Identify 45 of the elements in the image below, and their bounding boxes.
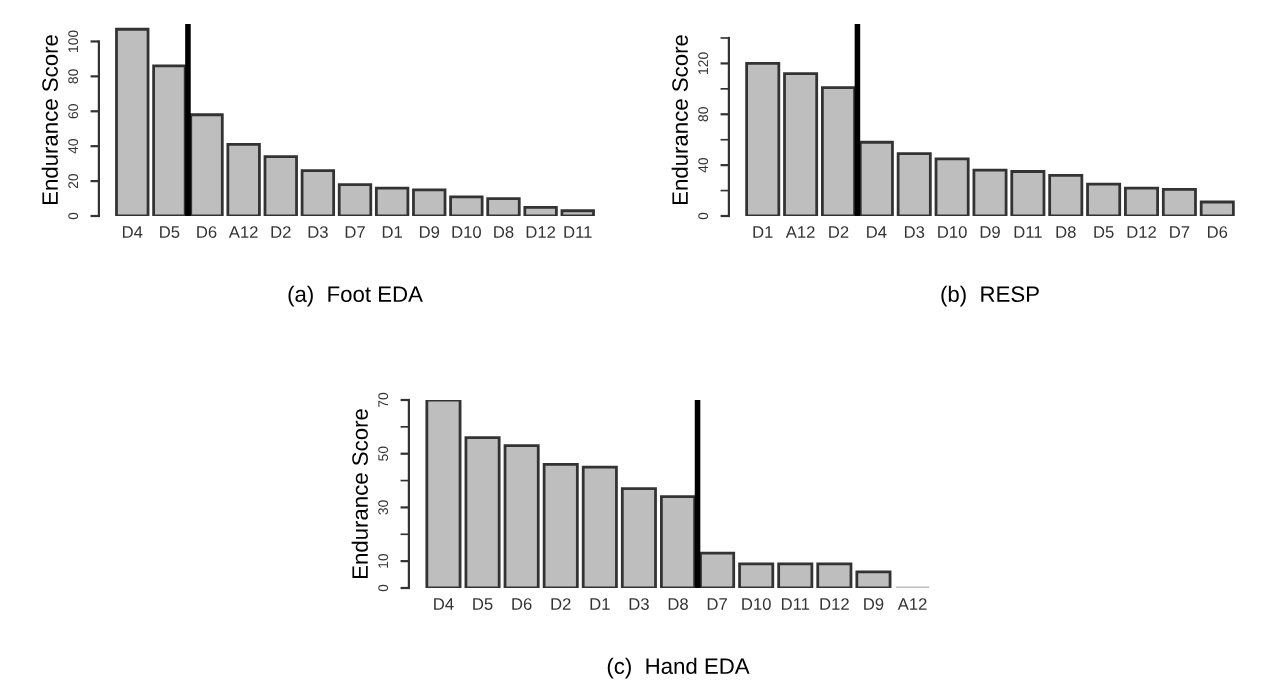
x-tick-label: D7: [707, 598, 727, 610]
x-tick-label: D5: [1094, 226, 1114, 238]
x-axis-title: (a) Foot EDA: [288, 285, 423, 307]
x-tick-label: D11: [564, 226, 592, 238]
x-tick-label: D1: [753, 226, 773, 238]
x-tick-label: D9: [980, 226, 1000, 238]
x-tick-label: D8: [668, 598, 688, 610]
x-tick-label: D12: [526, 226, 556, 238]
x-axis-title: (b) RESP: [941, 285, 1039, 307]
x-tick-label: A12: [785, 226, 815, 238]
x-tick-label: D10: [452, 226, 481, 238]
x-tick-label: D10: [742, 598, 771, 610]
x-tick-label: D8: [494, 226, 514, 238]
x-tick-label: D1: [382, 226, 402, 238]
x-axis-title: (c) Hand EDA: [607, 657, 750, 679]
y-axis-title: Endurance Score: [41, 35, 58, 205]
x-tick-label: D11: [1014, 226, 1042, 238]
x-tick-label: D9: [864, 598, 884, 610]
x-tick-label: D6: [512, 598, 532, 610]
y-axis-title: Endurance Score: [351, 409, 368, 579]
x-tick-label: D3: [308, 226, 328, 238]
x-tick-label: D8: [1056, 226, 1076, 238]
x-tick-label: D2: [829, 226, 849, 238]
x-tick-label: D7: [345, 226, 365, 238]
y-axis-title: Endurance Score: [671, 35, 688, 205]
x-tick-label: D12: [1127, 226, 1156, 238]
x-tick-label: D4: [434, 598, 454, 610]
x-tick-label: D1: [590, 598, 610, 610]
x-tick-label: D7: [1170, 226, 1190, 238]
x-tick-label: D2: [271, 226, 291, 238]
x-tick-label: D4: [122, 226, 143, 238]
x-tick-label: D4: [867, 226, 887, 238]
x-tick-label: D5: [160, 226, 180, 238]
x-tick-label: D10: [938, 226, 967, 238]
x-tick-label: D6: [1207, 226, 1228, 238]
x-tick-label: D11: [781, 598, 810, 610]
x-tick-label: D9: [419, 226, 440, 238]
x-tick-label: A12: [228, 226, 258, 238]
x-tick-label: D5: [473, 598, 493, 610]
x-tick-label: A12: [897, 598, 927, 610]
x-tick-label: D6: [197, 226, 217, 238]
x-tick-label: D12: [820, 598, 849, 610]
x-tick-label: D2: [551, 598, 571, 610]
x-tick-label: D3: [904, 226, 925, 238]
x-tick-label: D3: [629, 598, 649, 610]
